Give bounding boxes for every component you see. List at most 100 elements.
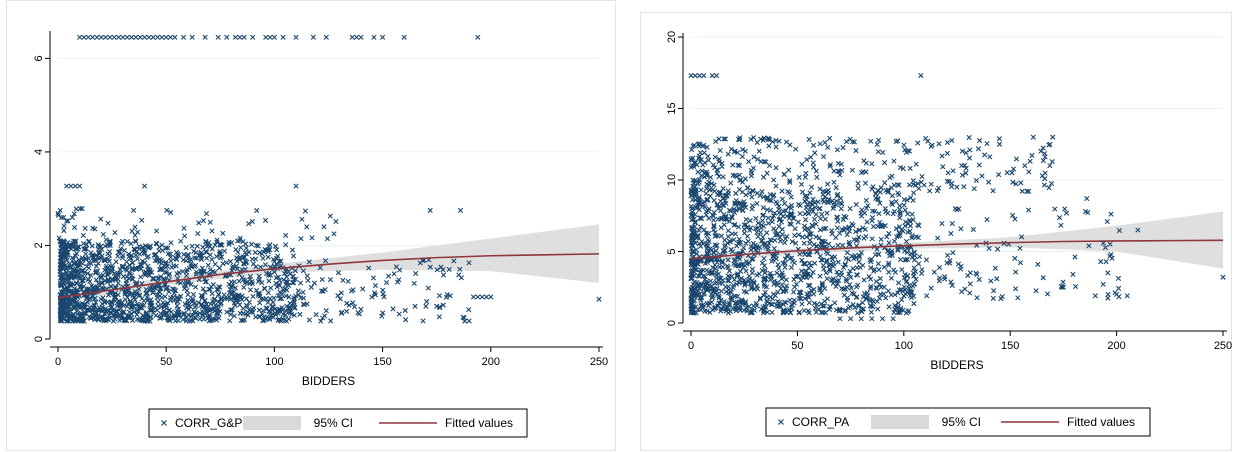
data-point (865, 293, 871, 299)
data-point (890, 316, 896, 322)
data-point (806, 136, 812, 143)
data-point (806, 227, 812, 233)
data-point (808, 287, 814, 293)
data-point (708, 287, 714, 293)
data-point (72, 183, 78, 189)
data-point (306, 317, 313, 323)
data-point (963, 170, 969, 176)
data-point (762, 243, 768, 249)
data-point (705, 237, 711, 243)
data-point (721, 136, 727, 142)
data-point (126, 313, 132, 320)
data-point (57, 280, 63, 286)
data-point (860, 262, 866, 268)
data-point (699, 295, 705, 301)
data-point (200, 286, 206, 292)
data-point (61, 223, 67, 229)
data-point (68, 263, 74, 270)
data-point (340, 277, 346, 283)
data-point (704, 278, 710, 284)
data-point (911, 257, 917, 263)
data-point (189, 34, 195, 40)
data-point (996, 172, 1002, 178)
data-point (970, 226, 976, 233)
data-point (704, 144, 710, 150)
data-point (788, 264, 795, 271)
data-point (824, 210, 830, 216)
data-point (139, 296, 145, 302)
data-point (93, 277, 99, 283)
data-point (83, 310, 89, 317)
data-point (885, 187, 891, 193)
data-point (68, 183, 74, 189)
data-point (760, 212, 766, 219)
data-point (811, 286, 817, 292)
data-point (322, 258, 329, 264)
data-point (821, 303, 827, 309)
data-point (146, 272, 153, 279)
data-point (796, 232, 802, 238)
data-point (128, 311, 134, 317)
data-point (258, 264, 264, 270)
data-point (701, 199, 707, 205)
data-point (297, 311, 303, 317)
data-point (1070, 271, 1076, 277)
data-point (810, 209, 816, 215)
data-point (723, 289, 729, 295)
data-point (799, 234, 806, 240)
data-point (275, 253, 281, 259)
data-point (1105, 291, 1111, 297)
data-point (212, 296, 218, 302)
data-point (726, 268, 733, 274)
data-point (253, 264, 259, 270)
data-point (849, 167, 855, 173)
data-point (818, 309, 824, 316)
data-point (204, 304, 211, 311)
data-point (103, 237, 109, 243)
data-point (735, 150, 741, 156)
data-point (267, 272, 274, 278)
data-point (837, 230, 843, 236)
data-point (180, 268, 186, 275)
data-point (199, 304, 205, 310)
data-point (87, 315, 94, 321)
data-point (114, 308, 120, 314)
data-point (949, 282, 955, 289)
data-point (261, 285, 267, 291)
y-tick-label: 0 (33, 336, 45, 342)
data-point (900, 228, 906, 234)
data-point (150, 290, 156, 296)
data-point (322, 287, 328, 293)
data-point (304, 273, 310, 279)
data-point (119, 255, 126, 261)
data-point (355, 310, 361, 316)
data-point (950, 168, 956, 174)
data-point (106, 252, 113, 259)
data-point (855, 282, 861, 288)
data-point (1082, 208, 1089, 215)
data-point (735, 263, 741, 269)
data-point (740, 146, 746, 153)
data-point (147, 244, 153, 250)
data-point (707, 309, 713, 315)
data-point (715, 277, 722, 283)
data-point (736, 163, 743, 169)
data-point (289, 247, 296, 253)
data-point (825, 144, 831, 151)
data-point (967, 270, 973, 276)
data-point (902, 147, 908, 153)
data-point (722, 193, 728, 199)
data-point (936, 141, 942, 147)
data-point (1025, 207, 1032, 213)
data-point (212, 242, 218, 248)
data-point (765, 136, 771, 143)
data-point (835, 191, 841, 197)
data-point (746, 303, 752, 310)
y-tick-label: 10 (666, 174, 678, 186)
data-point (105, 277, 111, 284)
data-point (781, 289, 787, 295)
data-point (724, 216, 730, 222)
data-point (689, 147, 695, 153)
data-point (886, 262, 892, 268)
data-point (773, 227, 779, 233)
